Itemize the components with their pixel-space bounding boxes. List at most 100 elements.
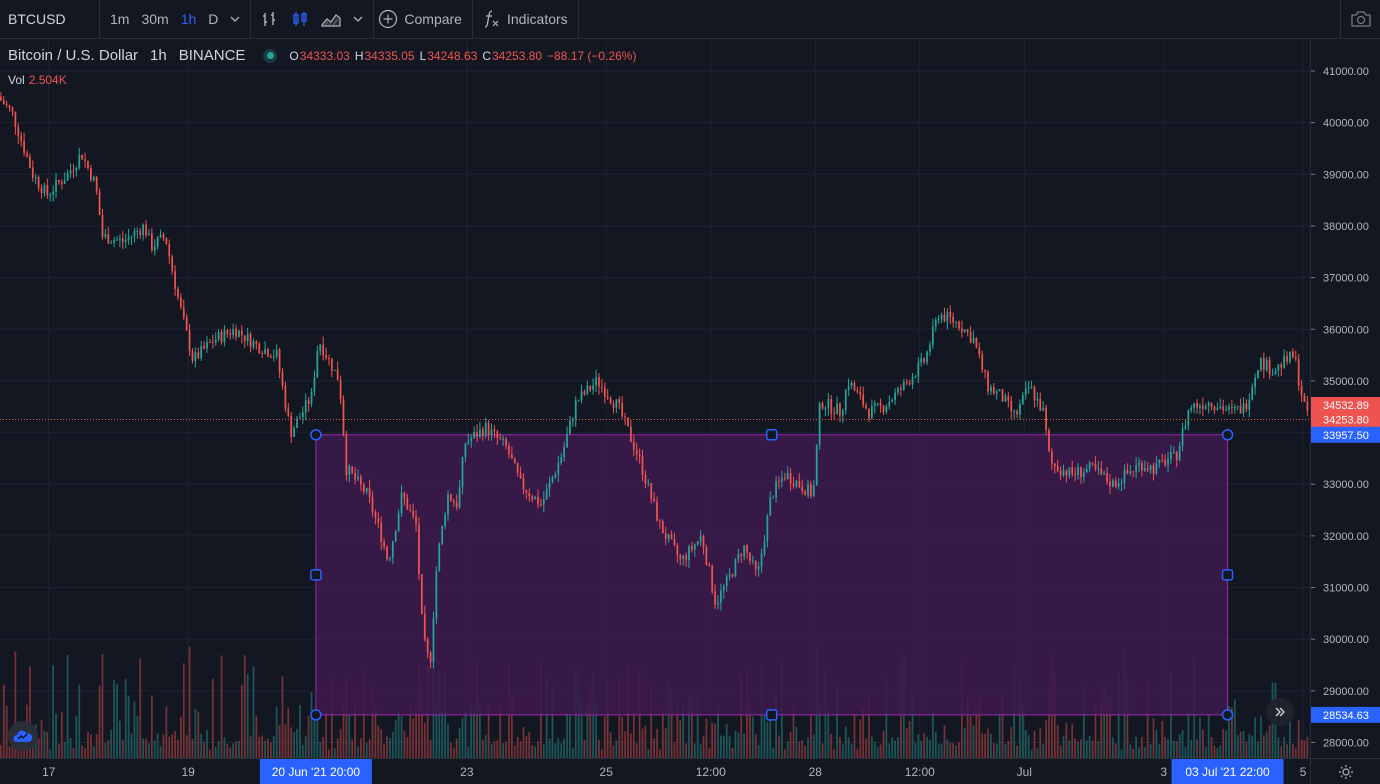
candle-body [107, 234, 110, 244]
edge-handle[interactable] [765, 709, 778, 721]
interval-30m-button[interactable]: 30m [141, 11, 169, 27]
edge-handle[interactable] [310, 569, 322, 581]
candle-body [792, 483, 795, 487]
volume-bar [702, 735, 705, 758]
candle-body [429, 652, 432, 662]
volume-bar [769, 707, 772, 758]
edge-handle[interactable] [765, 429, 778, 441]
chart-pane[interactable] [0, 40, 1310, 758]
rectangle-handles[interactable] [310, 429, 1234, 721]
volume-bar [853, 715, 856, 758]
symbol-search-button[interactable]: BTCUSD [0, 0, 100, 39]
volume-bar [1262, 735, 1265, 758]
candlestick-chart[interactable] [0, 40, 1310, 758]
candle-body [1077, 467, 1079, 475]
candle-body [966, 329, 969, 332]
volume-bar [786, 741, 789, 758]
interval-dropdown-button[interactable] [224, 0, 246, 39]
candle-body [293, 427, 295, 437]
volume-bar [525, 735, 528, 758]
candle-body [778, 481, 780, 483]
corner-handle[interactable] [310, 709, 322, 721]
volume-bar [1167, 739, 1169, 758]
candle-body [1207, 402, 1210, 407]
candle-body [734, 559, 737, 577]
market-status-icon[interactable] [263, 48, 278, 63]
candle-body [984, 369, 986, 372]
candle-body [850, 383, 853, 386]
volume-bar [281, 676, 284, 758]
candle-body [659, 520, 661, 522]
volume-bar [357, 746, 359, 758]
indicators-button[interactable]: Indicators [473, 0, 579, 39]
candle-body [1172, 452, 1175, 454]
legend-title[interactable]: Bitcoin / U.S. Dollar [8, 47, 139, 64]
volume-bar [325, 713, 327, 758]
bars-style-button[interactable] [255, 0, 285, 39]
corner-handle[interactable] [310, 429, 322, 441]
candle-body [1286, 356, 1288, 362]
volume-bar [211, 678, 214, 758]
candle-body [150, 233, 153, 251]
candle-body [1138, 462, 1140, 466]
candle-body [177, 288, 179, 298]
rectangle-drawing[interactable] [315, 434, 1229, 716]
volume-bar [412, 718, 415, 758]
tradingview-logo[interactable] [8, 721, 38, 751]
volume-bar [322, 737, 325, 758]
area-style-button[interactable] [315, 0, 347, 39]
candle-body [1071, 467, 1074, 474]
volume-bar [778, 735, 780, 758]
interval-1h-button[interactable]: 1h [180, 11, 197, 27]
time-highlight-label: 20 Jun '21 20:00 [272, 765, 361, 779]
compare-button[interactable]: Compare [374, 0, 473, 39]
volume-bar [191, 738, 194, 758]
volume-bar [78, 684, 81, 758]
edge-handle[interactable] [1221, 569, 1234, 581]
candles [0, 92, 1309, 669]
volume-bar [798, 741, 801, 758]
candle-body [632, 441, 635, 450]
candle-body [499, 437, 502, 440]
candle-body [487, 422, 490, 436]
candle-body [1271, 374, 1274, 376]
volume-bar [1103, 686, 1106, 758]
candle-body [450, 494, 452, 501]
candle-body [1274, 370, 1277, 375]
volume-bar [1030, 749, 1033, 758]
corner-handle[interactable] [1221, 709, 1234, 721]
volume-bar [1056, 725, 1059, 758]
volume-bar [807, 737, 809, 758]
candle-body [1248, 399, 1251, 410]
price-tick-label: 28000.00 [1323, 738, 1369, 750]
area-chart-icon [321, 14, 341, 27]
candle-body [37, 177, 40, 188]
corner-handle[interactable] [1221, 429, 1234, 441]
candle-body [510, 454, 513, 459]
settings-button[interactable] [1310, 758, 1380, 784]
volume-bar [908, 721, 911, 758]
volume-bar [127, 695, 130, 758]
time-axis[interactable]: 17 19 23 25 12:00 28 12:00 Jul 3 5 20 Jun '21 20:0… [0, 758, 1310, 784]
scroll-to-realtime-button[interactable] [1266, 698, 1294, 726]
price-axis[interactable]: 28000.00 29000.00 30000.00 31000.00 32000.00… [1310, 40, 1380, 758]
snapshot-button[interactable] [1340, 0, 1380, 39]
candle-body [540, 504, 542, 506]
candle-body [23, 140, 25, 153]
interval-1m-button[interactable]: 1m [110, 11, 130, 27]
volume-bar [81, 745, 84, 758]
volume-bar [772, 747, 775, 758]
chart-style-dropdown-button[interactable] [347, 0, 369, 39]
candle-body [508, 445, 510, 455]
candles-style-button[interactable] [285, 0, 315, 39]
volume-bar [720, 735, 722, 758]
volume-bar [711, 722, 714, 758]
candle-body [325, 355, 327, 359]
candle-body [452, 500, 455, 503]
candle-body [406, 497, 409, 510]
candle-body [757, 566, 760, 570]
candle-body [560, 457, 563, 464]
candle-body [1178, 445, 1181, 461]
interval-d-button[interactable]: D [208, 11, 219, 27]
candle-body [17, 126, 20, 137]
